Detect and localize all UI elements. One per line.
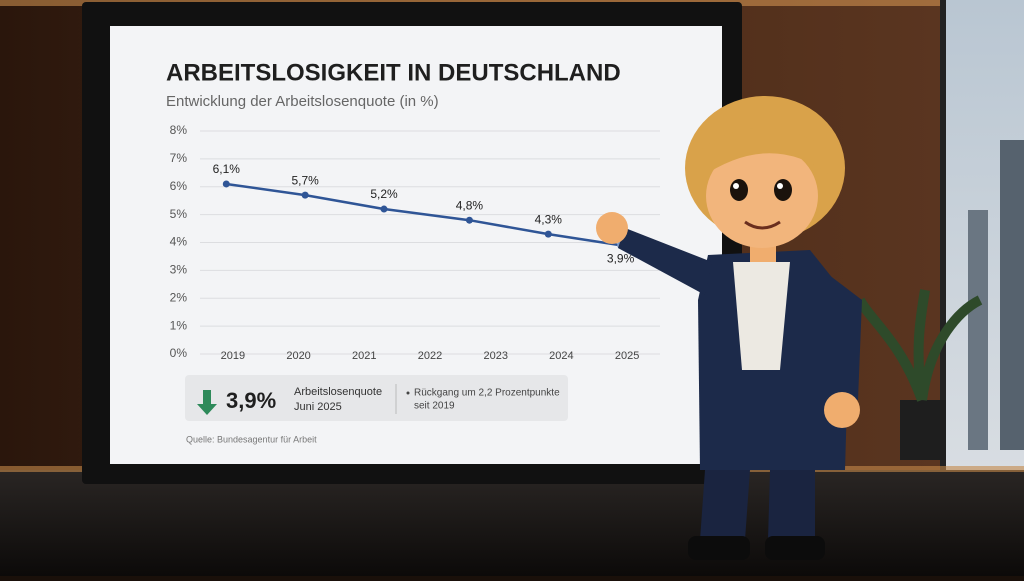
eye-highlight <box>733 183 739 189</box>
hand <box>596 212 628 244</box>
shirt <box>733 262 790 370</box>
face <box>706 144 818 248</box>
bullet <box>406 391 410 395</box>
floor <box>0 470 1024 576</box>
source: Quelle: Bundesagentur für Arbeit <box>186 434 317 444</box>
x-tick-label: 2020 <box>286 350 310 362</box>
eye-highlight <box>777 183 783 189</box>
summary-note: Rückgang um 2,2 Prozentpunkte <box>414 388 560 399</box>
building <box>1000 140 1024 450</box>
chart: ARBEITSLOSIGKEIT IN DEUTSCHLAND Entwickl… <box>166 59 660 362</box>
chart-subtitle: Entwicklung der Arbeitslosenquote (in %) <box>166 93 439 110</box>
x-tick-label: 2019 <box>221 350 245 362</box>
arm-down <box>812 262 862 400</box>
y-tick-label: 6% <box>170 179 188 193</box>
data-label: 4,3% <box>535 212 563 226</box>
data-point <box>380 205 388 213</box>
y-tick-label: 3% <box>170 263 188 277</box>
x-tick-label: 2021 <box>352 350 376 362</box>
eye <box>730 179 748 201</box>
window-frame <box>940 0 946 470</box>
eye <box>774 179 792 201</box>
y-tick-label: 8% <box>170 123 188 137</box>
legs <box>700 470 815 540</box>
chart-title: ARBEITSLOSIGKEIT IN DEUTSCHLAND <box>166 59 621 86</box>
x-tick-label: 2025 <box>615 350 639 362</box>
shoe <box>688 536 750 560</box>
x-tick-label: 2024 <box>549 350 573 362</box>
data-label: 5,2% <box>370 187 398 201</box>
summary-value: 3,9% <box>226 388 276 413</box>
x-tick-label: 2022 <box>418 350 442 362</box>
down-arrow <box>197 390 217 415</box>
y-tick-label: 4% <box>170 235 188 249</box>
data-point <box>544 230 552 238</box>
plant <box>855 289 983 402</box>
figure <box>596 96 862 560</box>
fringe <box>700 127 830 178</box>
summary-box: 3,9% Arbeitslosenquote Juni 2025 Rückgan… <box>185 375 568 421</box>
summary-date: Juni 2025 <box>294 401 342 413</box>
data-point <box>222 180 230 188</box>
x-tick-label: 2023 <box>483 350 507 362</box>
y-tick-label: 7% <box>170 151 188 165</box>
mouth <box>744 220 781 230</box>
summary-background <box>185 375 568 421</box>
shoe <box>765 536 825 560</box>
y-tick-label: 1% <box>170 318 188 332</box>
building <box>968 210 988 450</box>
arm-pointing <box>618 228 712 295</box>
data-label: 3,9% <box>607 251 635 265</box>
y-tick-label: 2% <box>170 290 188 304</box>
y-tick-label: 5% <box>170 207 188 221</box>
y-tick-label: 0% <box>170 346 188 360</box>
hand <box>824 392 860 428</box>
summary-label: Arbeitslosenquote <box>294 386 382 398</box>
data-label: 5,7% <box>291 173 319 187</box>
data-point <box>301 191 309 199</box>
data-label: 4,8% <box>456 198 484 212</box>
plant-pot <box>900 400 946 460</box>
summary-note: seit 2019 <box>414 401 455 412</box>
data-label: 6,1% <box>213 162 241 176</box>
data-point <box>465 216 473 224</box>
data-line <box>226 182 621 247</box>
